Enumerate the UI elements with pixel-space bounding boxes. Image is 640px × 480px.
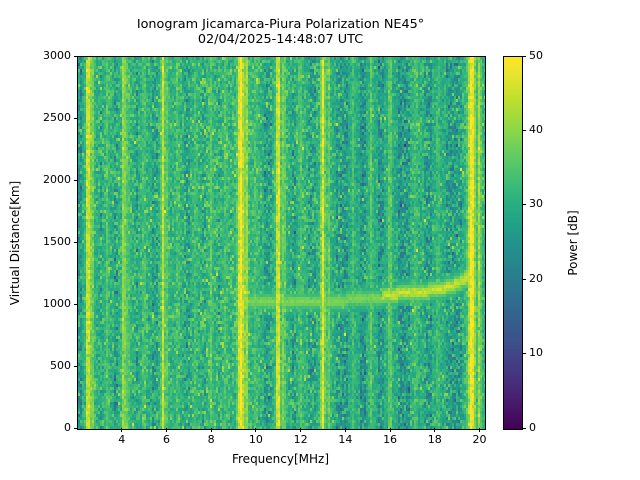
x-tick-mark xyxy=(165,428,167,432)
colorbar-tick-mark xyxy=(522,278,526,280)
chart-title-line-1: Ionogram Jicamarca-Piura Polarization NE… xyxy=(136,17,425,32)
y-tick-label: 3000 xyxy=(43,48,71,62)
ionogram-plot-area xyxy=(77,56,486,430)
colorbar-tick-label: 20 xyxy=(529,271,543,285)
x-tick-label: 16 xyxy=(383,433,398,446)
y-tick-mark xyxy=(73,117,77,119)
x-tick-mark xyxy=(210,428,212,432)
y-axis-label: Virtual Distance[Km] xyxy=(8,180,22,306)
x-tick-mark xyxy=(479,428,481,432)
colorbar-tick-label: 10 xyxy=(529,346,543,360)
y-tick-mark xyxy=(73,303,77,305)
colorbar-tick-mark xyxy=(522,353,526,355)
y-tick-label: 500 xyxy=(50,358,71,372)
y-tick-label: 1500 xyxy=(43,234,71,248)
colorbar-label: Power [dB] xyxy=(566,210,580,276)
colorbar-gradient xyxy=(504,57,522,429)
x-tick-label: 6 xyxy=(162,433,170,446)
colorbar-tick-mark xyxy=(522,204,526,206)
x-tick-mark xyxy=(121,428,123,432)
x-tick-mark xyxy=(300,428,302,432)
colorbar-tick-label: 50 xyxy=(529,48,543,62)
x-tick-label: 18 xyxy=(427,433,442,446)
y-tick-label: 1000 xyxy=(43,296,71,310)
x-tick-label: 14 xyxy=(338,433,353,446)
x-tick-mark xyxy=(434,428,436,432)
y-tick-mark xyxy=(73,427,77,429)
colorbar-tick-mark xyxy=(522,129,526,131)
colorbar-tick-mark xyxy=(522,55,526,57)
chart-title-line-2: 02/04/2025-14:48:07 UTC xyxy=(197,32,364,47)
x-tick-label: 8 xyxy=(207,433,215,446)
y-tick-mark xyxy=(73,55,77,57)
colorbar-tick-label: 30 xyxy=(529,197,543,211)
colorbar-tick-label: 0 xyxy=(529,420,536,434)
x-tick-mark xyxy=(389,428,391,432)
x-tick-mark xyxy=(255,428,257,432)
y-tick-label: 2500 xyxy=(43,110,71,124)
x-tick-label: 4 xyxy=(118,433,126,446)
x-tick-label: 20 xyxy=(472,433,487,446)
x-axis-label: Frequency[MHz] xyxy=(231,452,330,466)
x-tick-mark xyxy=(344,428,346,432)
y-tick-label: 2000 xyxy=(43,172,71,186)
x-tick-label: 10 xyxy=(248,433,263,446)
colorbar-tick-label: 40 xyxy=(529,122,543,136)
colorbar-tick-mark xyxy=(522,427,526,429)
colorbar xyxy=(503,56,523,430)
ionogram-heatmap xyxy=(78,57,485,429)
y-tick-mark xyxy=(73,241,77,243)
y-tick-label: 0 xyxy=(64,420,71,434)
y-tick-mark xyxy=(73,179,77,181)
y-tick-mark xyxy=(73,365,77,367)
x-tick-label: 12 xyxy=(293,433,308,446)
